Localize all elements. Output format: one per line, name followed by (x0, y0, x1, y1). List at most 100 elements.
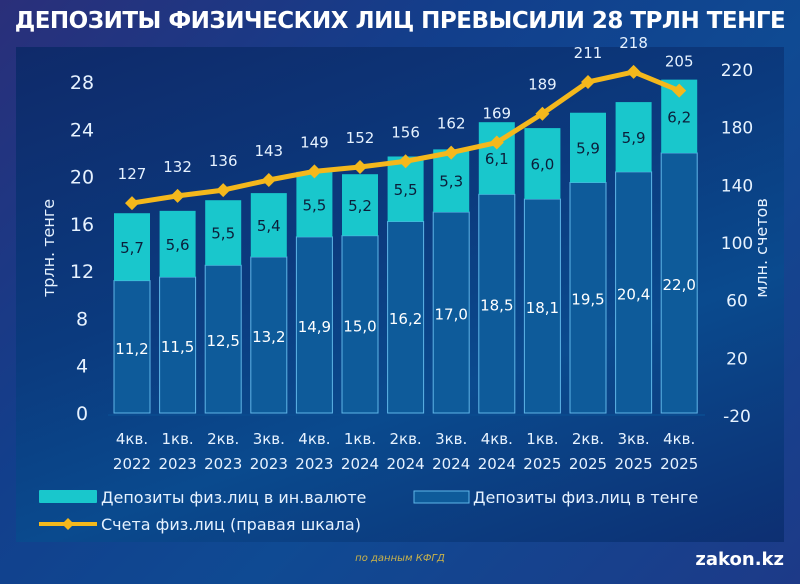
y-tick-label: 8 (76, 308, 88, 330)
bar-label-tenge: 11,2 (115, 340, 148, 358)
bar-foreign (205, 200, 242, 266)
legend-label-tenge: Депозиты физ.лиц в тенге (473, 488, 698, 507)
legend-item-foreign[interactable]: Депозиты физ.лиц в ин.валюте (39, 488, 366, 507)
accounts-label: 218 (619, 34, 648, 52)
legend-marker-accounts (62, 518, 74, 530)
bar-label-foreign: 5,5 (394, 181, 418, 199)
x-tick-label-year: 2022 (113, 455, 151, 473)
y-tick-label: 12 (70, 261, 94, 283)
y-tick-label: 28 (70, 72, 94, 94)
bar-tenge (250, 256, 288, 414)
accounts-marker (307, 164, 322, 179)
accounts-marker (535, 106, 550, 121)
legend-item-accounts[interactable]: Счета физ.лиц (правая шкала) (39, 515, 361, 534)
accounts-marker (261, 173, 276, 188)
y2-tick-label: 100 (721, 234, 753, 254)
y2-tick-label: 60 (726, 292, 748, 312)
accounts-marker (626, 64, 641, 79)
bar-tenge (341, 235, 379, 414)
y-tick-label: 0 (76, 403, 88, 425)
bar-label-foreign: 5,5 (211, 225, 235, 243)
x-tick-label-year: 2025 (523, 455, 561, 473)
bar-foreign (524, 128, 561, 200)
bar-label-tenge: 15,0 (343, 317, 376, 335)
bar-tenge (615, 171, 653, 414)
legend: Депозиты физ.лиц в ин.валюте Депозиты фи… (39, 488, 698, 534)
bar-foreign (250, 193, 287, 257)
accounts-marker (581, 74, 595, 89)
accounts-label: 152 (346, 129, 375, 147)
bar-label-foreign: 5,9 (622, 129, 646, 147)
accounts-label: 143 (254, 142, 283, 160)
accounts-label: 205 (665, 53, 694, 71)
bar-tenge (387, 220, 425, 414)
right-axis: -20 20 60 100 140 180 220 (721, 61, 753, 427)
accounts-label: 156 (391, 123, 420, 141)
bar-label-tenge: 16,2 (389, 310, 422, 328)
bar-foreign (433, 149, 470, 213)
x-tick-label-year: 2025 (660, 455, 698, 473)
accounts-label: 136 (209, 152, 238, 170)
bar-label-foreign: 5,6 (166, 236, 190, 254)
brand-logo: zakon.kz (695, 549, 784, 570)
bar-label-foreign: 5,3 (439, 173, 463, 191)
accounts-label: 149 (300, 133, 329, 151)
bar-label-tenge: 11,5 (161, 338, 194, 356)
legend-item-tenge[interactable]: Депозиты физ.лиц в тенге (413, 488, 698, 507)
x-tick-label-quarter: 2кв. (572, 430, 604, 448)
source-note: по данным КФГД (355, 553, 445, 564)
bar-label-tenge: 18,5 (480, 297, 513, 315)
bar-label-foreign: 6,2 (667, 108, 691, 126)
bar-foreign (615, 102, 652, 172)
legend-label-accounts: Счета физ.лиц (правая шкала) (101, 515, 361, 534)
bar-tenge (432, 211, 470, 414)
accounts-label: 132 (163, 158, 192, 176)
right-axis-label: млн. счетов (752, 198, 771, 298)
x-tick-label-quarter: 4кв. (298, 430, 330, 448)
bar-tenge (159, 276, 197, 414)
x-tick-label-quarter: 2кв. (389, 430, 421, 448)
x-tick-label-quarter: 4кв. (481, 430, 513, 448)
bar-label-foreign: 6,1 (485, 150, 509, 168)
bar-foreign (296, 171, 333, 237)
y2-tick-label: 140 (721, 176, 753, 196)
accounts-marker (353, 160, 367, 175)
bar-tenge (113, 280, 151, 414)
bar-label-foreign: 5,5 (302, 196, 326, 214)
bar-label-foreign: 6,0 (530, 156, 554, 174)
x-tick-label-quarter: 4кв. (116, 430, 148, 448)
accounts-marker (170, 188, 185, 203)
x-tick-label-year: 2024 (432, 455, 470, 473)
accounts-marker (125, 196, 139, 211)
y2-tick-label: 220 (721, 61, 753, 81)
accounts-marker (672, 83, 687, 98)
bar-label-tenge: 18,1 (526, 299, 559, 317)
accounts-label: 127 (118, 165, 147, 183)
legend-label-foreign: Депозиты физ.лиц в ин.валюте (101, 488, 366, 507)
bar-label-foreign: 5,9 (576, 140, 600, 158)
legend-swatch-foreign (39, 490, 97, 503)
y2-tick-label: 20 (726, 349, 748, 369)
bar-tenge (660, 152, 698, 414)
y-tick-label: 16 (70, 214, 94, 236)
x-tick-label-year: 2024 (478, 455, 516, 473)
x-tick-label-year: 2024 (387, 455, 425, 473)
bar-label-tenge: 17,0 (434, 306, 467, 324)
bar-foreign (114, 213, 150, 281)
bar-tenge (478, 193, 516, 414)
y-tick-label: 4 (76, 356, 88, 378)
left-axis: 0 4 8 12 16 20 24 28 (70, 72, 94, 425)
accounts-label: 211 (574, 44, 603, 62)
x-tick-label-quarter: 3кв. (253, 430, 285, 448)
bar-label-tenge: 20,4 (617, 285, 650, 303)
x-tick-label-quarter: 3кв. (435, 430, 467, 448)
page-title: ДЕПОЗИТЫ ФИЗИЧЕСКИХ ЛИЦ ПРЕВЫСИЛИ 28 ТРЛ… (14, 8, 786, 34)
accounts-marker (216, 183, 231, 198)
legend-swatch-tenge (413, 490, 470, 504)
bar-label-tenge: 12,5 (206, 332, 239, 350)
bar-label-tenge: 13,2 (252, 328, 285, 346)
bar-label-tenge: 22,0 (662, 276, 695, 294)
x-tick-label-year: 2023 (250, 455, 288, 473)
x-tick-label-year: 2025 (569, 455, 607, 473)
